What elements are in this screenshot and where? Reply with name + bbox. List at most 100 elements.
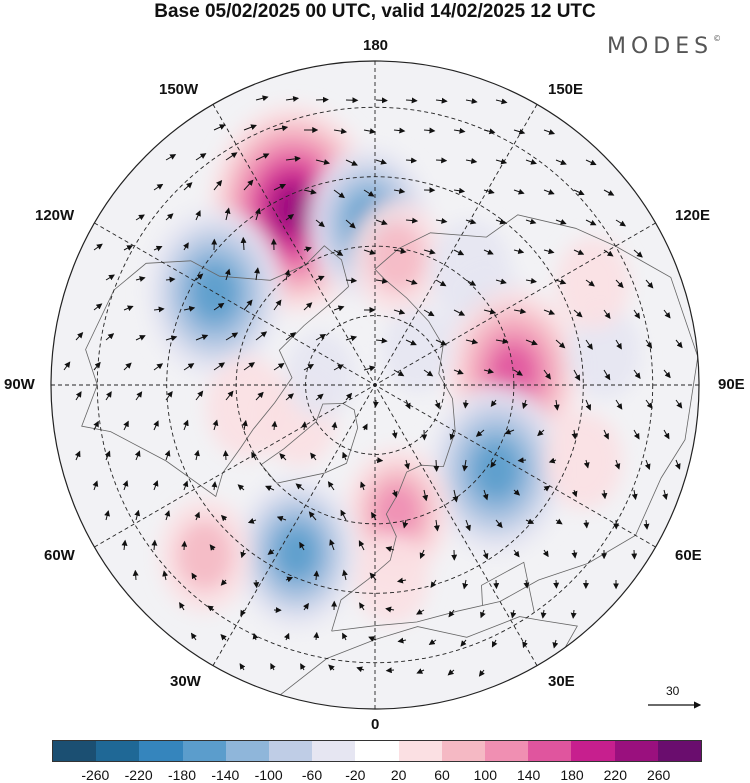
- wind-vector: [162, 570, 169, 581]
- colorbar-tick-label: 180: [560, 767, 584, 783]
- wind-vector: [513, 308, 527, 315]
- wind-vector: [462, 459, 469, 472]
- wind-vector: [483, 249, 494, 255]
- wind-vector: [276, 515, 287, 522]
- wind-vector: [614, 459, 621, 470]
- wind-vector: [183, 182, 193, 191]
- wind-vector: [643, 519, 650, 530]
- wind-vector: [475, 429, 485, 437]
- wind-vector: [645, 279, 654, 289]
- wind-vector: [510, 609, 517, 619]
- colorbar-tick-label: -140: [211, 767, 240, 783]
- wind-vector: [134, 450, 141, 461]
- wind-vector: [393, 308, 406, 315]
- wind-vector: [396, 577, 407, 584]
- wind-vector: [183, 363, 195, 371]
- wind-vector: [299, 541, 305, 551]
- wind-vector: [402, 519, 409, 529]
- brand-text: MODES: [607, 34, 714, 59]
- coastline: [81, 245, 349, 498]
- wind-vector: [465, 338, 479, 345]
- wind-vector: [375, 158, 387, 165]
- map-border: [50, 60, 700, 710]
- wind-vector: [345, 335, 358, 342]
- wind-vector: [543, 309, 556, 315]
- wind-vector: [603, 249, 614, 257]
- wind-vector: [182, 480, 189, 491]
- wind-vector: [423, 369, 434, 377]
- negative-anomaly-contour: [191, 263, 239, 322]
- wind-vector: [453, 249, 465, 256]
- wind-vector: [385, 546, 395, 552]
- wind-vector: [135, 214, 145, 221]
- wind-vector: [570, 609, 577, 619]
- wind-vector: [179, 602, 185, 611]
- wind-vector: [447, 669, 455, 676]
- wind-vector: [241, 419, 248, 431]
- wind-vector: [243, 124, 257, 131]
- wind-vector: [552, 639, 559, 649]
- label-60w: 60W: [44, 547, 75, 564]
- wind-vector: [93, 361, 101, 371]
- meridian-line: [212, 104, 538, 666]
- colorbar-swatch: [614, 741, 658, 761]
- wind-vector: [405, 399, 411, 410]
- wind-vector: [153, 420, 159, 431]
- colorbar-tick-label: -20: [345, 767, 366, 783]
- wind-vector: [393, 127, 406, 134]
- wind-vector: [93, 420, 99, 431]
- wind-vector: [273, 299, 282, 311]
- wind-vector: [315, 219, 325, 228]
- wind-vector: [363, 128, 376, 135]
- wind-vector: [313, 570, 320, 581]
- wind-vector: [345, 219, 356, 229]
- wind-vector: [405, 217, 419, 224]
- wind-vector: [663, 309, 671, 319]
- wind-vector: [452, 489, 459, 503]
- wind-vector: [633, 309, 641, 320]
- wind-vector: [240, 236, 247, 251]
- wind-vector: [405, 157, 418, 164]
- wind-vector: [225, 152, 238, 161]
- wind-vector: [385, 606, 395, 613]
- colorbar: [52, 740, 702, 762]
- wind-vector: [571, 489, 578, 498]
- wind-vector: [537, 429, 545, 437]
- negative-anomaly-contour: [275, 526, 318, 580]
- wind-vector: [645, 339, 653, 349]
- wind-vector: [513, 188, 525, 195]
- wind-vector: [585, 279, 595, 287]
- wind-vector: [315, 393, 324, 401]
- negative-anomaly-contour: [285, 332, 355, 419]
- wind-vector: [303, 188, 317, 195]
- reference-vector-label: 30: [666, 684, 680, 698]
- wind-vector: [342, 569, 348, 581]
- wind-vector: [525, 277, 537, 284]
- wind-vector: [375, 219, 388, 226]
- wind-vector: [164, 449, 171, 461]
- wind-vector: [645, 399, 653, 409]
- wind-vector: [191, 572, 198, 581]
- wind-vector: [123, 420, 129, 431]
- colorbar-swatch: [571, 741, 615, 761]
- wind-vector: [243, 362, 255, 371]
- wind-vector: [255, 207, 261, 221]
- wind-vector: [273, 125, 289, 132]
- wind-vector: [453, 368, 464, 375]
- wind-vector: [615, 279, 624, 289]
- colorbar-swatch: [528, 741, 572, 761]
- wind-vector: [255, 391, 264, 401]
- wind-vector: [495, 98, 508, 105]
- wind-vector: [363, 249, 376, 255]
- wind-vector: [243, 299, 253, 311]
- wind-vector: [195, 334, 209, 341]
- wind-vector: [369, 572, 377, 581]
- wind-vector: [213, 362, 226, 371]
- wind-vector: [542, 549, 549, 558]
- wind-vector: [271, 420, 278, 431]
- wind-vector: [585, 399, 592, 411]
- wind-vector: [465, 98, 478, 104]
- wind-vector: [75, 391, 82, 401]
- wind-vector: [404, 459, 410, 470]
- wind-vector: [522, 639, 528, 649]
